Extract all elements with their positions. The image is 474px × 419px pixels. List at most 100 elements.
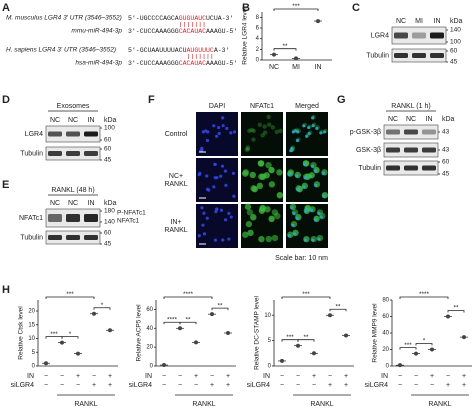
lane-label: NC [50, 200, 60, 207]
blot-header: RANKL (1 h) [391, 103, 430, 110]
kda-label: 45 [104, 241, 112, 248]
blot-band [66, 235, 80, 240]
nfatc1-signal [247, 229, 254, 237]
blot-band [386, 165, 400, 171]
nucleus [202, 211, 206, 215]
condition-sign: − [398, 382, 402, 389]
blot-band [48, 235, 62, 240]
nucleus [219, 174, 223, 178]
nfatc1-signal [262, 124, 267, 129]
nucleus [291, 223, 295, 227]
column-header: NFATc1 [250, 103, 274, 110]
band-note: P-NFATc1 [117, 210, 146, 217]
nucleus [214, 207, 219, 212]
nucleus [221, 124, 225, 128]
nfatc1-signal [262, 130, 268, 135]
nfatc1-signal [257, 122, 262, 128]
condition-sign: + [108, 373, 112, 380]
y-tick-label: 60 [382, 314, 389, 320]
data-point [316, 19, 320, 24]
condition-sign: − [44, 382, 48, 389]
data-point [328, 313, 332, 318]
significance-label: **** [183, 291, 194, 298]
group-label: RANKL [310, 401, 333, 408]
panel-letter: H [2, 284, 10, 296]
condition-label: IN [263, 373, 270, 380]
condition-sign: + [76, 373, 80, 380]
sequence-part: AAAGU-5' [206, 28, 237, 35]
significance-bracket [447, 310, 465, 313]
significance-label: *** [404, 342, 412, 349]
nucleus [225, 126, 229, 130]
y-tick-label: 20 [28, 309, 35, 315]
blot-band [422, 165, 436, 171]
nucleus [197, 234, 201, 238]
blot-frame [391, 26, 447, 45]
nfatc1-signal [249, 127, 255, 133]
significance-label: ** [335, 303, 341, 310]
band-label: GSK-3β [356, 147, 381, 154]
significance-label: ** [282, 43, 288, 50]
band-label: LGR4 [371, 32, 389, 39]
nucleus [322, 194, 326, 198]
nucleus [219, 208, 224, 212]
panel-letter: C [352, 2, 360, 14]
blot-band [404, 147, 418, 153]
blot-band [48, 131, 62, 137]
nucleus [232, 130, 237, 134]
nfatc1-signal [266, 122, 272, 127]
nfatc1-signal [251, 137, 256, 142]
y-tick-label: 0 [256, 58, 260, 64]
lane-label: IN [88, 117, 95, 124]
kda-label: 43 [442, 129, 450, 136]
blot-band [404, 129, 418, 135]
nucleus [291, 130, 295, 134]
mirna-name: mmu-miR-494-3p [71, 28, 122, 35]
lane-label: NC [406, 116, 416, 123]
kda-label: 180 [104, 208, 115, 215]
nucleus [295, 138, 300, 143]
y-tick-label: 0 [268, 364, 272, 370]
scale-note: Scale bar: 10 nm [275, 255, 328, 262]
condition-sign: + [462, 382, 466, 389]
condition-sign: − [296, 373, 300, 380]
y-tick-label: 4 [256, 36, 260, 42]
significance-label: **** [419, 291, 430, 298]
y-tick-label: 5 [268, 338, 272, 344]
nucleus [227, 211, 231, 216]
condition-sign: + [194, 373, 198, 380]
nfatc1-signal [265, 235, 272, 243]
sequence-part: AAAGU-5' [206, 60, 237, 67]
nucleus [212, 124, 216, 128]
nfatc1-signal [264, 206, 271, 213]
data-point [398, 363, 402, 368]
row-label: IN+ [170, 219, 181, 226]
nucleus [217, 131, 221, 136]
nucleus [224, 183, 228, 187]
band-label: Tubulin [20, 150, 43, 157]
significance-label: ** [217, 302, 223, 309]
blot-header: RANKL (48 h) [51, 187, 94, 194]
condition-sign: − [178, 382, 182, 389]
blot-band [386, 147, 400, 153]
y-axis-label: Relative Ctsk level [18, 306, 25, 360]
significance-label: ** [303, 334, 309, 341]
nucleus [207, 188, 211, 192]
utr-title: M. musculus LGR4 3' UTR (3546–3552) [6, 15, 122, 22]
y-tick-label: 10 [28, 336, 35, 342]
sequence: 5'-GCUAAUUUUACUAUGUUUCA-3' [128, 47, 229, 54]
data-point [76, 351, 80, 356]
sequence-part: 3'-CUCCAAAGGG [128, 60, 179, 67]
nucleus [321, 171, 325, 175]
nucleus [231, 171, 235, 175]
blot-band [394, 32, 408, 39]
condition-sign: − [162, 382, 166, 389]
band-label: p-GSK-3β [350, 129, 381, 136]
significance-bracket [163, 296, 213, 299]
nucleus [287, 173, 291, 177]
data-point [446, 314, 450, 319]
nucleus [314, 183, 318, 187]
nfatc1-signal [274, 129, 280, 135]
nucleus [201, 223, 205, 227]
nucleus [287, 234, 291, 238]
